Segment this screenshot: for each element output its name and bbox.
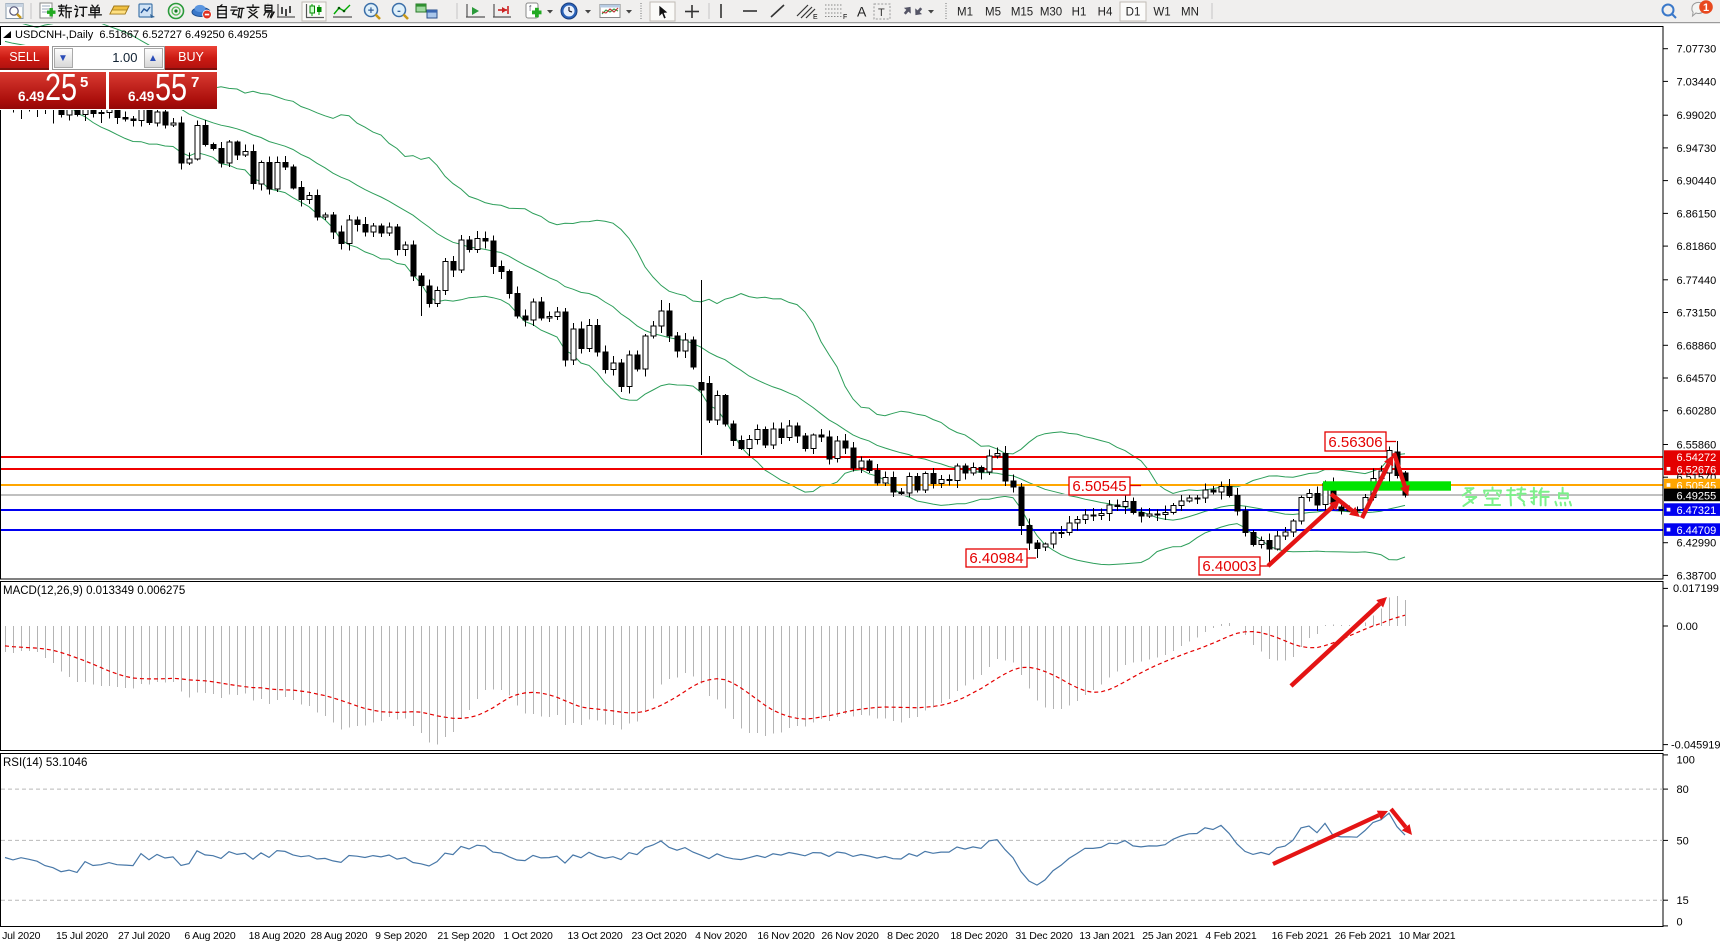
svg-text:W1: W1 [1153, 7, 1170, 19]
svg-text:RSI(14) 53.1046: RSI(14) 53.1046 [3, 757, 87, 769]
svg-text:M5: M5 [985, 7, 1001, 19]
svg-text:F: F [843, 14, 847, 21]
svg-text:T: T [878, 7, 885, 19]
svg-text:4 Nov 2020: 4 Nov 2020 [695, 930, 747, 942]
svg-text:E: E [813, 14, 818, 21]
svg-text:H1: H1 [1072, 7, 1087, 19]
svg-text:6.86150: 6.86150 [1677, 208, 1717, 220]
svg-text:6.54272: 6.54272 [1677, 452, 1717, 464]
svg-text:9 Sep 2020: 9 Sep 2020 [375, 930, 427, 942]
svg-text:6.81860: 6.81860 [1677, 241, 1717, 253]
svg-text:6 Aug 2020: 6 Aug 2020 [184, 930, 235, 942]
svg-text:7.07730: 7.07730 [1677, 44, 1717, 56]
svg-text:18 Dec 2020: 18 Dec 2020 [950, 930, 1008, 942]
svg-text:6.73150: 6.73150 [1677, 308, 1717, 320]
svg-text:M15: M15 [1011, 7, 1033, 19]
svg-text:6.94730: 6.94730 [1677, 143, 1717, 155]
svg-text:D1: D1 [1126, 7, 1141, 19]
svg-text:4 Feb 2021: 4 Feb 2021 [1205, 930, 1256, 942]
svg-text:13 Jan 2021: 13 Jan 2021 [1079, 930, 1135, 942]
svg-text:16 Nov 2020: 16 Nov 2020 [757, 930, 815, 942]
svg-text:6.50545: 6.50545 [1072, 478, 1126, 495]
svg-text:6.44709: 6.44709 [1677, 525, 1717, 537]
svg-text:18 Aug 2020: 18 Aug 2020 [249, 930, 306, 942]
svg-text:6.64570: 6.64570 [1677, 373, 1717, 385]
svg-text:15: 15 [1677, 895, 1689, 907]
svg-text:MACD(12,26,9) 0.013349 0.00627: MACD(12,26,9) 0.013349 0.006275 [3, 585, 185, 597]
svg-text:10 Mar 2021: 10 Mar 2021 [1399, 930, 1456, 942]
svg-text:80: 80 [1677, 784, 1689, 796]
svg-text:f: f [529, 4, 532, 13]
svg-text:13 Oct 2020: 13 Oct 2020 [567, 930, 622, 942]
svg-text:6.90440: 6.90440 [1677, 176, 1717, 188]
svg-text:8 Dec 2020: 8 Dec 2020 [887, 930, 939, 942]
svg-text:6.52676: 6.52676 [1677, 464, 1717, 476]
svg-text:M1: M1 [957, 7, 973, 19]
svg-text:23 Oct 2020: 23 Oct 2020 [631, 930, 686, 942]
svg-text:6.49255: 6.49255 [1677, 490, 1717, 502]
svg-text:16 Feb 2021: 16 Feb 2021 [1272, 930, 1329, 942]
svg-text:27 Jul 2020: 27 Jul 2020 [118, 930, 170, 942]
svg-text:0.017199: 0.017199 [1673, 583, 1719, 595]
svg-text:1: 1 [1703, 2, 1709, 14]
svg-text:6.55860: 6.55860 [1677, 440, 1717, 452]
svg-text:7.03440: 7.03440 [1677, 76, 1717, 88]
svg-text:6.40984: 6.40984 [969, 550, 1023, 567]
svg-text:50: 50 [1677, 835, 1689, 847]
svg-text:26 Feb 2021: 26 Feb 2021 [1335, 930, 1392, 942]
svg-text:25 Jan 2021: 25 Jan 2021 [1142, 930, 1198, 942]
svg-text:26 Nov 2020: 26 Nov 2020 [821, 930, 879, 942]
svg-text:+: + [368, 5, 374, 17]
svg-text:0: 0 [1677, 917, 1683, 929]
svg-text:H4: H4 [1098, 7, 1113, 19]
svg-text:-: - [397, 5, 401, 17]
svg-text:-0.045919: -0.045919 [1671, 740, 1720, 752]
svg-text:6.38700: 6.38700 [1677, 570, 1717, 582]
svg-text:MN: MN [1181, 7, 1199, 19]
svg-text:100: 100 [1677, 755, 1695, 767]
svg-text:M30: M30 [1040, 7, 1062, 19]
svg-text:6.68860: 6.68860 [1677, 340, 1717, 352]
svg-text:0.00: 0.00 [1677, 621, 1698, 633]
svg-text:1 Oct 2020: 1 Oct 2020 [503, 930, 553, 942]
svg-text:6.56306: 6.56306 [1328, 434, 1382, 451]
svg-text:31 Dec 2020: 31 Dec 2020 [1015, 930, 1073, 942]
svg-text:6.47321: 6.47321 [1677, 505, 1717, 517]
svg-text:6.77440: 6.77440 [1677, 275, 1717, 287]
svg-text:15 Jul 2020: 15 Jul 2020 [56, 930, 108, 942]
svg-text:A: A [857, 4, 867, 20]
svg-text:1 Jul 2020: 1 Jul 2020 [0, 930, 41, 942]
svg-text:6.99020: 6.99020 [1677, 110, 1717, 122]
svg-text:6.42990: 6.42990 [1677, 538, 1717, 550]
svg-text:21 Sep 2020: 21 Sep 2020 [437, 930, 495, 942]
svg-text:6.60280: 6.60280 [1677, 406, 1717, 418]
svg-text:28 Aug 2020: 28 Aug 2020 [311, 930, 368, 942]
svg-text:6.40003: 6.40003 [1202, 558, 1256, 575]
